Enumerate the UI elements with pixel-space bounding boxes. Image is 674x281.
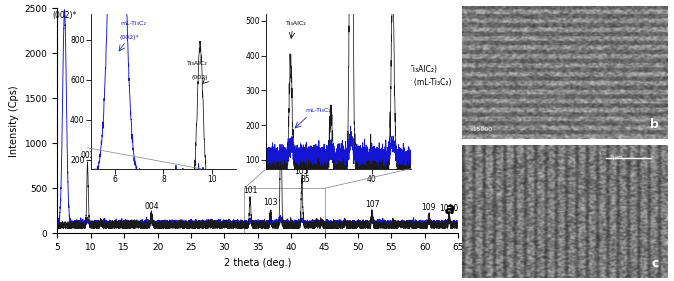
Text: 109: 109: [422, 203, 436, 212]
Text: Ti₃AlC₂: Ti₃AlC₂: [187, 61, 208, 66]
Text: 105: 105: [295, 167, 309, 176]
Text: 1010: 1010: [439, 204, 458, 213]
Text: mL-Ti₃C₂: mL-Ti₃C₂: [306, 108, 332, 113]
Text: 107: 107: [365, 200, 379, 209]
Text: 103: 103: [264, 198, 278, 207]
X-axis label: 2 theta (deg.): 2 theta (deg.): [224, 257, 291, 268]
Text: b: b: [650, 118, 659, 131]
Legend: MAX powder (Ti₃AlC₂), MXene powder (mL-Ti₃C₂): MAX powder (Ti₃AlC₂), MXene powder (mL-T…: [338, 62, 454, 90]
Text: 104: 104: [274, 99, 288, 108]
Text: 1μm: 1μm: [610, 155, 623, 160]
Text: x15000: x15000: [470, 127, 493, 132]
Text: 004: 004: [144, 202, 159, 211]
Text: a: a: [445, 203, 455, 217]
Text: (002)*: (002)*: [53, 11, 77, 20]
Text: mL-Ti₃C₂: mL-Ti₃C₂: [120, 21, 146, 26]
Text: c: c: [652, 257, 659, 270]
Text: 101: 101: [243, 186, 257, 195]
Text: (002)*: (002)*: [120, 35, 140, 40]
Text: Ti₃AlC₂: Ti₃AlC₂: [286, 21, 307, 26]
Text: 002: 002: [80, 151, 95, 160]
Text: (002): (002): [191, 75, 208, 80]
Y-axis label: Intensity (Cps): Intensity (Cps): [9, 85, 19, 157]
